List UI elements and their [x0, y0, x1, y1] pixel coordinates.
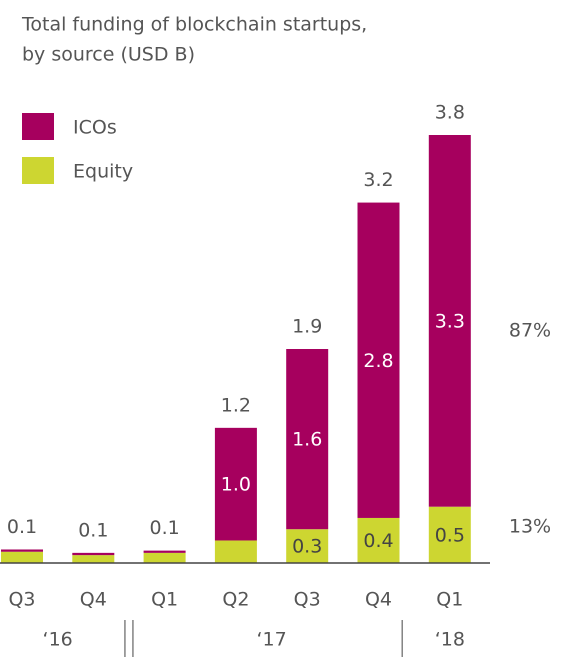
x-tick-label: Q3 [294, 589, 321, 611]
value-label: 0.3 [292, 536, 322, 558]
value-label: 1.6 [292, 429, 322, 451]
bar-segment [72, 555, 115, 563]
legend-swatch [22, 113, 54, 140]
total-label: 0.1 [149, 517, 179, 539]
bar-segment [428, 135, 471, 507]
bar-segment [72, 552, 115, 556]
bar-segment [143, 552, 186, 563]
bar-segment [1, 549, 43, 552]
value-label: 0.4 [363, 530, 393, 552]
total-label: 1.9 [292, 316, 322, 338]
total-label: 3.8 [435, 102, 465, 124]
share-label: 87% [509, 319, 551, 341]
chart-title: Total funding of blockchain startups, [21, 14, 367, 36]
x-tick-label: Q2 [222, 589, 249, 611]
bar-segment [286, 529, 329, 563]
x-tick-label: Q1 [151, 589, 178, 611]
value-label: 1.0 [221, 474, 251, 496]
bar-segment [357, 202, 400, 518]
x-tick-label: Q3 [8, 589, 35, 611]
value-label: 0.5 [435, 524, 465, 546]
legend-label: ICOs [73, 117, 117, 139]
group-label: ‘17 [256, 629, 286, 651]
chart-title: by source (USD B) [22, 44, 195, 66]
share-label: 13% [509, 515, 551, 537]
x-tick-label: Q4 [80, 589, 107, 611]
value-label: 2.8 [363, 350, 393, 372]
value-label: 3.3 [435, 310, 465, 332]
total-label: 0.1 [7, 516, 37, 538]
bar-segment [428, 506, 471, 563]
x-tick-label: Q1 [436, 589, 463, 611]
bar-segment [1, 551, 43, 563]
bar-segment [214, 540, 257, 563]
total-label: 1.2 [221, 394, 251, 416]
legend-swatch [22, 157, 54, 184]
bar-segment [143, 550, 186, 553]
bar-segment [286, 349, 329, 530]
bar-segment [357, 517, 400, 563]
legend-label: Equity [73, 161, 133, 183]
group-label: ‘16 [43, 629, 73, 651]
group-label: ‘18 [435, 629, 465, 651]
x-tick-label: Q4 [365, 589, 392, 611]
total-label: 0.1 [78, 519, 108, 541]
total-label: 3.2 [363, 169, 393, 191]
bar-segment [214, 427, 257, 541]
